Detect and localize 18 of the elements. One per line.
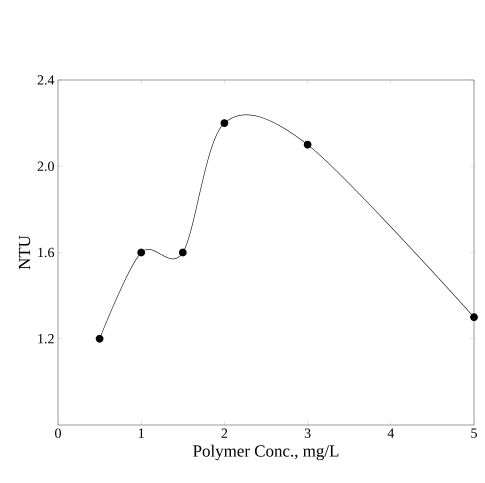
point: [137, 248, 146, 256]
point: [470, 313, 478, 322]
x-tick-label: 2: [222, 428, 228, 438]
y-tick-label: 1.2: [38, 334, 54, 344]
point: [96, 334, 104, 343]
x-tick-label: 3: [304, 428, 311, 438]
x-tick-label: 0: [55, 428, 61, 438]
y-tick-label: 1.6: [38, 248, 54, 258]
x-tick-label: 1: [138, 428, 144, 438]
point: [220, 119, 228, 128]
y-tick-label: 2.4: [38, 75, 54, 85]
point: [178, 248, 187, 256]
x-tick-label: 5: [471, 428, 477, 438]
y-axis-title: NTU: [18, 235, 30, 270]
x-axis-title: Polymer Conc., mg/L: [193, 444, 338, 460]
y-tick-label: 2.0: [38, 162, 54, 171]
x-tick-label: 4: [388, 428, 394, 438]
point: [304, 140, 312, 149]
